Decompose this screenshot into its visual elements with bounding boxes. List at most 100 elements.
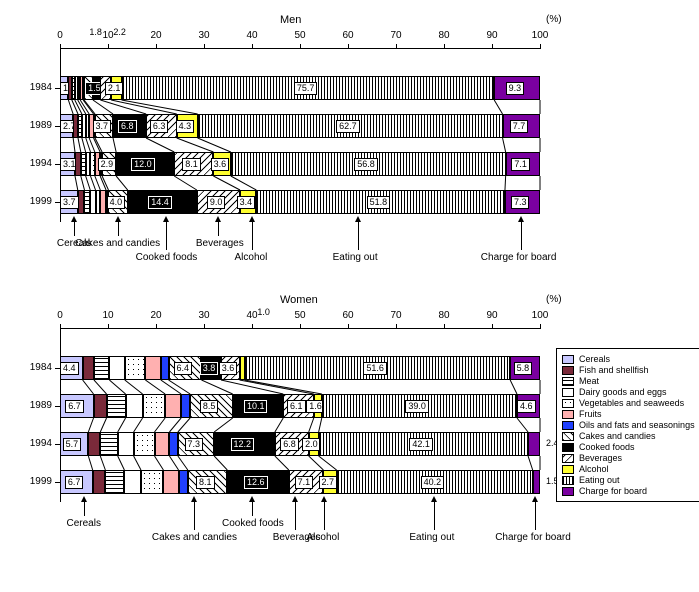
chart-title: Men <box>280 14 301 26</box>
segment-value-label: 8.1 <box>182 158 201 171</box>
legend-swatch-icon <box>562 366 574 375</box>
axis-tick-label: 40 <box>240 30 264 41</box>
axis-tick <box>252 44 253 49</box>
axis-tick-label: 10 <box>96 310 120 321</box>
annotation-label: Eating out <box>333 252 378 263</box>
segment-value-label: 3.4 <box>237 196 256 209</box>
segment-value-label: 51.8 <box>367 196 391 209</box>
axis-tick-label: 70 <box>384 310 408 321</box>
unit-label: (%) <box>546 14 562 25</box>
axis-tick <box>204 324 205 329</box>
legend-label: Cereals <box>579 354 610 364</box>
annotation-arrow-stem <box>194 502 195 530</box>
segment-value-label: 75.7 <box>294 82 318 95</box>
segment-value-label: 2.7 <box>319 476 338 489</box>
annotation-arrow-stem <box>118 222 119 236</box>
year-label: 1989 <box>20 120 52 131</box>
segment-value-label: 14.4 <box>148 196 172 209</box>
axis-tick <box>492 324 493 329</box>
year-label: 1989 <box>20 400 52 411</box>
axis-tick-label: 100 <box>528 30 552 41</box>
segment-value-label: 12.6 <box>244 476 268 489</box>
segment-veg <box>134 432 155 456</box>
segment-value-label: 6.8 <box>118 120 137 133</box>
axis-tick-label: 100 <box>528 310 552 321</box>
annotation-arrow-stem <box>535 502 536 530</box>
segment-value-label: 6.7 <box>65 476 84 489</box>
axis-tick-label: 0 <box>48 310 72 321</box>
segment-value-label: 42.1 <box>409 438 433 451</box>
y-axis <box>60 328 61 502</box>
page-root: Men(%)01020304050607080901001.82.219841.… <box>0 0 699 592</box>
y-axis <box>60 48 61 222</box>
annotation-label: Charge for board <box>481 252 557 263</box>
segment-value-label: 4.6 <box>517 400 536 413</box>
extra-tick-label: 2.2 <box>108 27 132 37</box>
legend-label: Alcohol <box>579 464 609 474</box>
axis-tick <box>156 324 157 329</box>
axis-tick <box>540 324 541 329</box>
segment-value-label: 3.8 <box>200 362 219 375</box>
axis-tick <box>396 324 397 329</box>
axis-tick-label: 20 <box>144 30 168 41</box>
annotation-arrow-stem <box>218 222 219 236</box>
legend-item: Cakes and candies <box>562 431 695 441</box>
chart-title: Women <box>280 294 318 306</box>
year-label: 1994 <box>20 158 52 169</box>
annotation-arrow-stem <box>324 502 325 530</box>
segment-value-label: 8.5 <box>200 400 219 413</box>
axis-tick-label: 60 <box>336 30 360 41</box>
annotation-label: Alcohol <box>235 252 268 263</box>
segment-board <box>528 432 540 456</box>
segment-value-label: 6.3 <box>150 120 169 133</box>
segment-value-label: 7.1 <box>295 476 314 489</box>
extra-tick-label: 1.0 <box>252 307 276 317</box>
legend-swatch-icon <box>562 377 574 386</box>
axis-tick <box>252 324 253 329</box>
segment-value-label: 51.6 <box>363 362 387 375</box>
segment-value-label: 8.1 <box>196 476 215 489</box>
year-label: 1994 <box>20 438 52 449</box>
segment-value-label: 3.6 <box>211 158 230 171</box>
axis-tick-label: 70 <box>384 30 408 41</box>
annotation-label: Eating out <box>409 532 454 543</box>
legend-swatch-icon <box>562 421 574 430</box>
segment-fruits <box>155 432 170 456</box>
extra-tick-label: 1.8 <box>84 27 108 37</box>
segment-value-label: 3.7 <box>60 196 79 209</box>
segment-value-label: 12.0 <box>131 158 155 171</box>
legend-item: Oils and fats and seasonings <box>562 420 695 430</box>
segment-meat <box>107 394 126 418</box>
legend-label: Cooked foods <box>579 442 635 452</box>
annotation-arrow-stem <box>434 502 435 530</box>
legend-label: Vegetables and seaweeds <box>579 398 684 408</box>
segment-value-label: 6.1 <box>287 400 306 413</box>
legend-label: Eating out <box>579 475 620 485</box>
segment-board <box>533 470 540 494</box>
axis-tick-label: 30 <box>192 310 216 321</box>
legend-swatch-icon <box>562 410 574 419</box>
segment-value-label: 10.1 <box>244 400 268 413</box>
axis-tick <box>444 324 445 329</box>
legend-item: Dairy goods and eggs <box>562 387 695 397</box>
legend-swatch-icon <box>562 443 574 452</box>
segment-oils <box>169 432 177 456</box>
segment-value-label: 56.8 <box>354 158 378 171</box>
segment-oils <box>181 394 190 418</box>
segment-dairy <box>126 394 143 418</box>
segment-value-label: 6.7 <box>65 400 84 413</box>
segment-value-label: 40.2 <box>421 476 445 489</box>
segment-value-label: 5.7 <box>63 438 82 451</box>
axis-tick <box>444 44 445 49</box>
legend-swatch-icon <box>562 454 574 463</box>
annotation-label: Cooked foods <box>222 518 284 529</box>
legend-item: Cooked foods <box>562 442 695 452</box>
segment-value-label: 2.9 <box>98 158 117 171</box>
annotation-arrow-stem <box>295 502 296 530</box>
segment-oils <box>161 356 169 380</box>
axis-tick-label: 50 <box>288 30 312 41</box>
segment-fish <box>93 470 106 494</box>
segment-meat <box>94 356 109 380</box>
segment-dairy <box>109 356 124 380</box>
axis-tick <box>300 324 301 329</box>
